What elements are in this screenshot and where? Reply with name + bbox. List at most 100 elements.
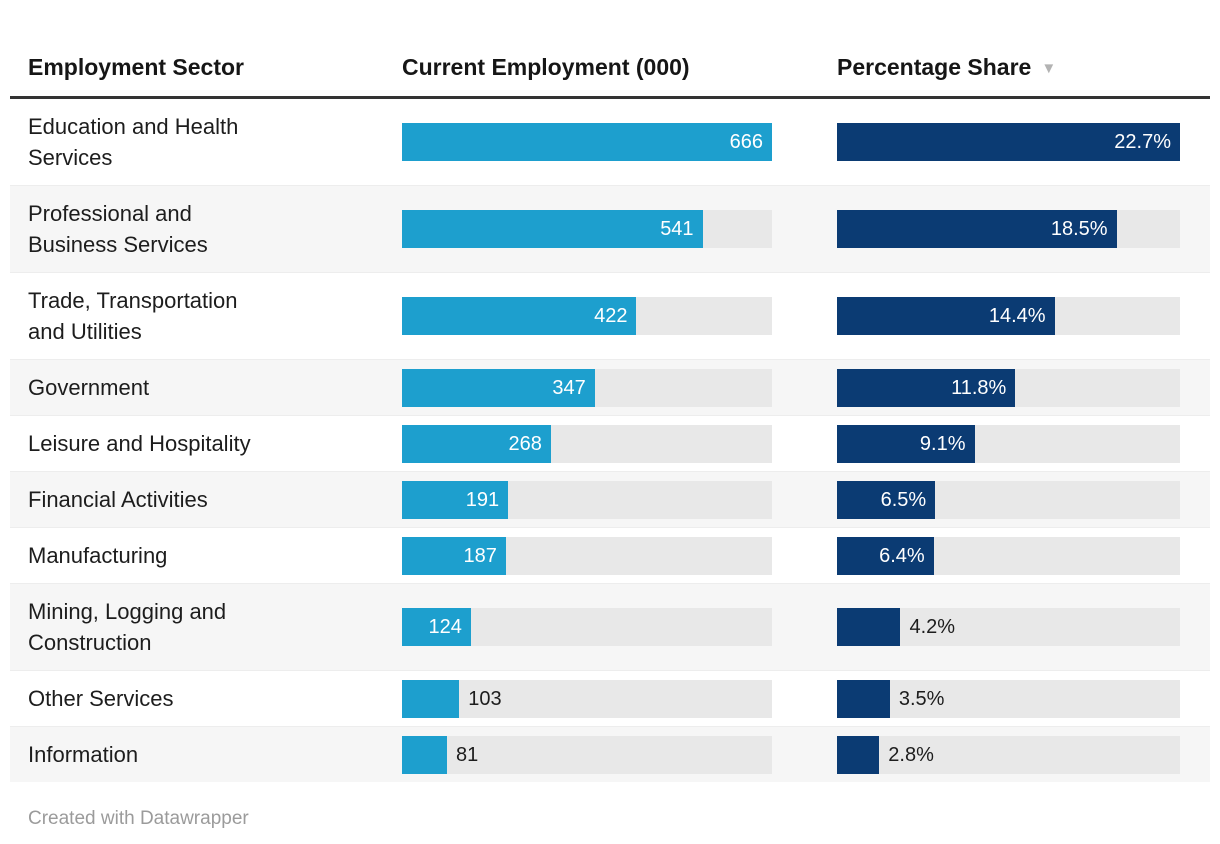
sector-label: Leisure and Hospitality [28, 431, 251, 456]
employment-value-label: 347 [552, 376, 586, 399]
share-bar-track: 4.2% [837, 608, 1180, 646]
employment-bar [402, 297, 637, 335]
share-bar [837, 368, 1016, 407]
employment-bar [402, 608, 471, 646]
employment-bar-cell: 81 [402, 735, 837, 774]
share-value-label: 11.8% [951, 376, 1007, 399]
share-bar [837, 123, 1180, 161]
share-bar-track: 2.8% [837, 735, 1180, 774]
employment-value-label: 103 [468, 687, 502, 710]
employment-bar-track: 191 [402, 480, 772, 519]
employment-value-label: 541 [660, 218, 694, 240]
sector-label: Other Services [28, 686, 174, 711]
share-value-label: 18.5% [1050, 218, 1108, 240]
share-bar-cell: 4.2% [837, 608, 1210, 646]
table-row: Mining, Logging and Construction 124 4.2… [10, 583, 1210, 670]
datawrapper-credit-link[interactable]: Created with Datawrapper [28, 808, 249, 829]
sector-label: Professional and Business Services [28, 201, 208, 257]
employment-bar-track: 103 [402, 679, 772, 718]
employment-bar [402, 480, 509, 519]
share-value-label: 3.5% [898, 687, 945, 710]
table-row: Financial Activities 191 6.5% [10, 471, 1210, 527]
table-row: Trade, Transportation and Utilities 422 … [10, 272, 1210, 359]
employment-value-label: 422 [594, 305, 628, 327]
table-row: Education and Health Services 666 22.7% [10, 99, 1210, 185]
share-bar-cell: 11.8% [837, 368, 1210, 407]
column-header-share[interactable]: Percentage Share ▼ [837, 54, 1210, 81]
sector-label: Information [28, 742, 139, 767]
share-bar-track: 9.1% [837, 424, 1180, 463]
table-footer: Created with Datawrapper [10, 782, 1210, 830]
share-value-label: 22.7% [1114, 131, 1171, 153]
share-value-label: 9.1% [919, 432, 966, 455]
share-value-label: 6.4% [879, 544, 925, 567]
sector-label: Manufacturing [28, 543, 168, 568]
employment-bar-track: 347 [402, 368, 772, 407]
share-bar-track: 18.5% [837, 210, 1180, 248]
employment-bar-track: 422 [402, 297, 772, 335]
employment-bar-cell: 422 [402, 297, 837, 335]
employment-bar-track: 541 [402, 210, 772, 248]
share-bar-cell: 14.4% [837, 297, 1210, 335]
employment-value-label: 124 [428, 616, 462, 638]
column-header-employment[interactable]: Current Employment (000) [402, 54, 837, 81]
share-bar-track: 6.5% [837, 480, 1180, 519]
table-row: Other Services 103 3.5% [10, 670, 1210, 726]
share-value-label: 14.4% [988, 305, 1046, 327]
sector-label: Education and Health Services [28, 114, 239, 170]
share-bar-cell: 6.4% [837, 536, 1210, 575]
share-bar [837, 536, 934, 575]
employment-bar-cell: 187 [402, 536, 837, 575]
employment-bar-cell: 666 [402, 123, 837, 161]
employment-bar-cell: 347 [402, 368, 837, 407]
employment-bar [402, 123, 772, 161]
employment-bar [402, 210, 703, 248]
share-value-label: 4.2% [909, 616, 956, 638]
share-bar-cell: 6.5% [837, 480, 1210, 519]
employment-value-label: 191 [465, 488, 500, 511]
employment-bar-track: 187 [402, 536, 772, 575]
share-bar-track: 6.4% [837, 536, 1180, 575]
table-header-row: Employment Sector Current Employment (00… [10, 38, 1210, 99]
share-bar-track: 11.8% [837, 368, 1180, 407]
employment-bar [402, 679, 460, 718]
employment-bar-track: 124 [402, 608, 772, 646]
share-bar-track: 3.5% [837, 679, 1180, 718]
sector-label: Government [28, 375, 150, 400]
employment-value-label: 187 [463, 544, 497, 567]
employment-bar-cell: 103 [402, 679, 837, 718]
share-bar [837, 608, 901, 646]
share-bar-cell: 3.5% [837, 679, 1210, 718]
sort-descending-icon: ▼ [1041, 59, 1057, 77]
table-body: Education and Health Services 666 22.7% … [10, 99, 1210, 782]
table-row: Professional and Business Services 541 1… [10, 185, 1210, 272]
employment-bar-cell: 541 [402, 210, 837, 248]
share-bar [837, 679, 890, 718]
share-bar [837, 297, 1055, 335]
table-row: Manufacturing 187 6.4% [10, 527, 1210, 583]
share-bar [837, 210, 1117, 248]
share-bar [837, 424, 975, 463]
employment-bar-track: 81 [402, 735, 772, 774]
employment-bar [402, 424, 551, 463]
employment-bar-cell: 268 [402, 424, 837, 463]
employment-bar [402, 368, 595, 407]
employment-value-label: 666 [729, 131, 763, 153]
share-value-label: 6.5% [880, 488, 927, 511]
employment-bar [402, 536, 506, 575]
employment-value-label: 81 [455, 743, 479, 766]
table-row: Government 347 11.8% [10, 359, 1210, 415]
share-bar-cell: 2.8% [837, 735, 1210, 774]
share-bar [837, 480, 936, 519]
column-header-sector[interactable]: Employment Sector [10, 54, 402, 81]
column-header-sector-label: Employment Sector [28, 53, 244, 80]
column-header-share-label: Percentage Share [837, 53, 1032, 80]
share-value-label: 2.8% [888, 743, 934, 766]
share-bar-track: 22.7% [837, 123, 1180, 161]
sector-label: Mining, Logging and Construction [28, 599, 227, 655]
column-header-employment-label: Current Employment (000) [402, 53, 690, 80]
employment-bar [402, 735, 447, 774]
sector-label: Trade, Transportation and Utilities [28, 288, 238, 344]
share-bar-cell: 22.7% [837, 123, 1210, 161]
